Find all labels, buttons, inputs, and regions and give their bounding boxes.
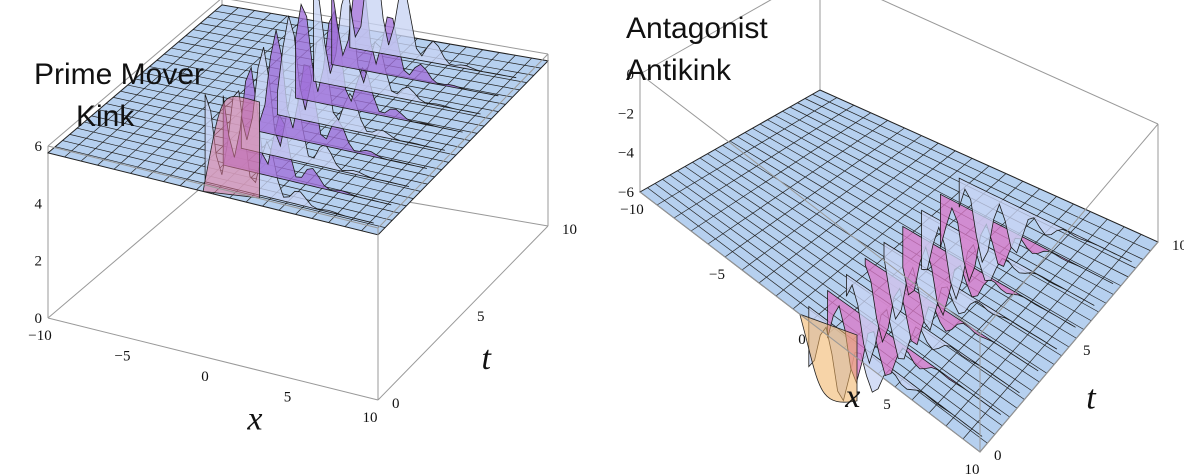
- right-title-line-2: Antikink: [626, 54, 732, 87]
- z-tick-label: 2: [35, 254, 43, 270]
- x-tick-label: 10: [965, 462, 980, 475]
- x-tick-label: 5: [284, 390, 292, 406]
- t-tick-label: 5: [477, 309, 485, 325]
- bounding-box-front: [47, 53, 549, 401]
- panel-left: −10 −5 0 5 10 0 5 10 0 2 4 6 x t: [28, 0, 577, 438]
- x-tick-label: 0: [798, 332, 806, 348]
- x-ticks: −10 −5 0 5 10: [620, 202, 979, 475]
- t-tick-label: 0: [392, 396, 400, 412]
- right-title-line-1: Antagonist: [626, 12, 768, 45]
- z-ticks: 0 −2 −4 −6: [618, 67, 634, 201]
- left-title-line-2: Kink: [76, 100, 135, 133]
- x-tick-label: −5: [709, 267, 725, 283]
- panel-right: −10 −5 0 5 10 0 5 10 0 −2 −4 −6 x t: [618, 0, 1184, 475]
- left-title-line-1: Prime Mover: [34, 58, 205, 91]
- x-ticks: −10 −5 0 5 10: [28, 328, 377, 426]
- t-tick-label: 0: [994, 448, 1002, 464]
- t-axis-label: t: [1086, 380, 1097, 417]
- t-tick-label: 10: [562, 222, 577, 238]
- z-tick-label: 4: [35, 196, 43, 212]
- x-tick-label: −5: [115, 349, 131, 365]
- t-tick-label: 5: [1083, 343, 1091, 359]
- x-tick-label: −10: [28, 328, 51, 344]
- t-tick-label: 10: [1172, 238, 1184, 254]
- z-tick-label: −6: [618, 185, 634, 201]
- x-tick-label: 0: [201, 369, 209, 385]
- z-tick-label: −4: [618, 146, 634, 162]
- z-tick-label: −2: [618, 106, 634, 122]
- x-tick-label: 5: [883, 397, 891, 413]
- z-tick-label: 0: [35, 311, 43, 327]
- z-ticks: 0 2 4 6: [35, 139, 43, 327]
- x-tick-label: 10: [363, 410, 378, 426]
- t-axis-label: t: [482, 340, 493, 377]
- x-tick-label: −10: [620, 202, 643, 218]
- t-ticks: 0 5 10: [994, 238, 1184, 464]
- bounding-box-front: [639, 73, 1159, 453]
- x-axis-label: x: [844, 378, 860, 415]
- x-axis-label: x: [246, 401, 262, 438]
- z-tick-label: 0: [627, 67, 635, 83]
- z-tick-label: 6: [35, 139, 43, 155]
- t-ticks: 0 5 10: [392, 222, 577, 412]
- wave-fronts: [202, 0, 517, 224]
- wave-fronts: [799, 177, 1132, 437]
